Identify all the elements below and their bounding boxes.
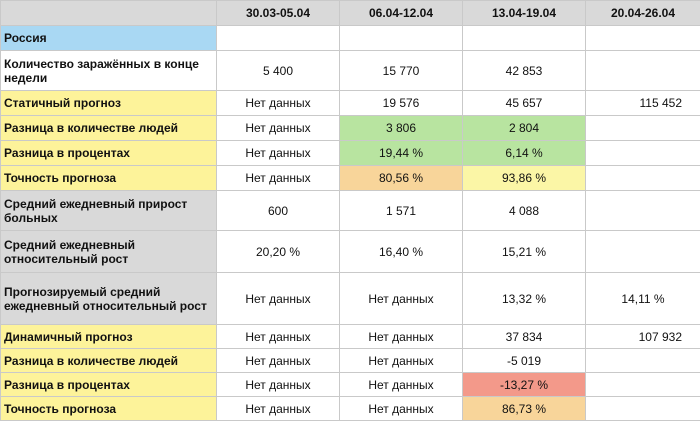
table-cell[interactable]: 3 806 [339,115,463,141]
table-row: Точность прогноза Нет данных Нет данных … [0,396,700,421]
row-label[interactable]: Разница в количестве людей [0,348,217,373]
table-cell[interactable]: 1 571 [339,190,463,231]
table-cell[interactable]: 86,73 % [462,396,586,421]
table-row: Динамичный прогноз Нет данных Нет данных… [0,324,700,349]
column-header[interactable]: 13.04-19.04 [462,0,586,26]
table-row: Разница в количестве людей Нет данных Не… [0,348,700,373]
table-cell[interactable]: 80,56 % [339,165,463,191]
table-row: Количество заражённых в конце недели 5 4… [0,50,700,91]
table-row: Статичный прогноз Нет данных 19 576 45 6… [0,90,700,116]
row-label[interactable]: Россия [0,25,217,51]
row-label[interactable]: Статичный прогноз [0,90,217,116]
table-cell[interactable]: Нет данных [339,272,463,325]
table-cell[interactable]: Нет данных [216,324,340,349]
row-label[interactable]: Прогнозируемый средний ежедневный относи… [0,272,217,325]
table-cell[interactable]: 15,21 % [462,230,586,273]
table-cell[interactable] [585,115,700,141]
row-label[interactable]: Разница в количестве людей [0,115,217,141]
table-cell[interactable]: -5 019 [462,348,586,373]
table-cell[interactable]: 2 804 [462,115,586,141]
table-row: Средний ежедневный прирост больных 600 1… [0,190,700,231]
table-cell[interactable]: 37 834 [462,324,586,349]
column-header[interactable]: 20.04-26.04 [585,0,700,26]
table-cell[interactable]: 115 452 [585,90,700,116]
table-row: Разница в процентах Нет данных 19,44 % 6… [0,140,700,166]
table-cell[interactable]: 600 [216,190,340,231]
table-cell[interactable] [585,165,700,191]
table-cell[interactable]: 19,44 % [339,140,463,166]
table-cell[interactable]: 4 088 [462,190,586,231]
table-cell[interactable] [585,50,700,91]
table-cell[interactable]: 6,14 % [462,140,586,166]
table-cell[interactable]: Нет данных [216,115,340,141]
table-cell[interactable]: 16,40 % [339,230,463,273]
row-label[interactable]: Динамичный прогноз [0,324,217,349]
row-label[interactable]: Средний ежедневный прирост больных [0,190,217,231]
table-cell[interactable] [585,190,700,231]
table-cell[interactable]: 19 576 [339,90,463,116]
table-row: Россия [0,25,700,51]
header-corner [0,0,217,26]
table-row: Разница в процентах Нет данных Нет данны… [0,372,700,397]
row-label[interactable]: Разница в процентах [0,372,217,397]
table-cell[interactable]: -13,27 % [462,372,586,397]
table-cell[interactable] [216,25,340,51]
table-cell[interactable] [585,25,700,51]
table-row: Средний ежедневный относительный рост 20… [0,230,700,273]
row-label[interactable]: Точность прогноза [0,165,217,191]
table-cell[interactable] [585,348,700,373]
table-cell[interactable]: 20,20 % [216,230,340,273]
table-cell[interactable]: Нет данных [339,324,463,349]
table-row: Разница в количестве людей Нет данных 3 … [0,115,700,141]
table-row: Прогнозируемый средний ежедневный относи… [0,272,700,325]
table-cell[interactable]: Нет данных [339,348,463,373]
table-row: Точность прогноза Нет данных 80,56 % 93,… [0,165,700,191]
table-cell[interactable] [339,25,463,51]
column-header[interactable]: 30.03-05.04 [216,0,340,26]
row-label[interactable]: Количество заражённых в конце недели [0,50,217,91]
table-cell[interactable]: Нет данных [339,372,463,397]
table-cell[interactable]: 5 400 [216,50,340,91]
table-cell[interactable] [585,230,700,273]
table-cell[interactable]: 13,32 % [462,272,586,325]
header-row: 30.03-05.04 06.04-12.04 13.04-19.04 20.0… [0,0,700,26]
table-cell[interactable]: Нет данных [216,372,340,397]
table-cell[interactable]: Нет данных [216,165,340,191]
row-label[interactable]: Средний ежедневный относительный рост [0,230,217,273]
table-cell[interactable] [585,396,700,421]
table-cell[interactable]: Нет данных [216,90,340,116]
table-cell[interactable]: Нет данных [339,396,463,421]
table-cell[interactable]: 14,11 % [585,272,700,325]
table-cell[interactable] [585,372,700,397]
table-cell[interactable]: 93,86 % [462,165,586,191]
column-header[interactable]: 06.04-12.04 [339,0,463,26]
table-cell[interactable]: Нет данных [216,140,340,166]
table-cell[interactable]: Нет данных [216,272,340,325]
table-cell[interactable]: 15 770 [339,50,463,91]
table-cell[interactable] [462,25,586,51]
row-label[interactable]: Точность прогноза [0,396,217,421]
table-cell[interactable] [585,140,700,166]
table-cell[interactable]: 107 932 [585,324,700,349]
row-label[interactable]: Разница в процентах [0,140,217,166]
table-cell[interactable]: Нет данных [216,396,340,421]
table-cell[interactable]: 42 853 [462,50,586,91]
table-cell[interactable]: Нет данных [216,348,340,373]
table-cell[interactable]: 45 657 [462,90,586,116]
